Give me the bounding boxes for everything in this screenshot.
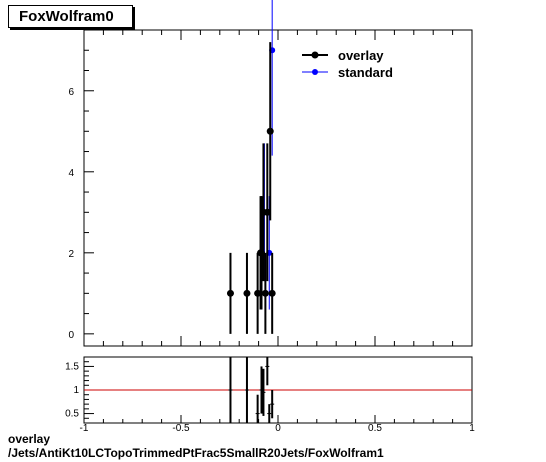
footer-line-1: overlay — [8, 432, 51, 446]
ratio-x-tick-label: -0.5 — [172, 423, 190, 434]
overlay-point — [226, 289, 234, 297]
ratio-axes: 0.5 1 1.5 -1 -0.5 0 0.5 1 — [65, 361, 475, 434]
ratio-x-tick-label: -1 — [80, 423, 89, 434]
y-tick-label: 0 — [68, 330, 74, 341]
overlay-point — [243, 289, 251, 297]
ratio-marks — [228, 357, 275, 423]
overlay-point — [254, 289, 262, 297]
ratio-y-tick-label: 0.5 — [65, 409, 79, 420]
ratio-x-tick-label: 0 — [275, 423, 281, 434]
overlay-point — [266, 127, 274, 135]
y-tick-label: 2 — [68, 249, 74, 260]
footer-line-2: /Jets/AntiKt10LCTopoTrimmedPtFrac5SmallR… — [8, 446, 384, 460]
plot-title-box: FoxWolfram0 — [8, 5, 133, 28]
legend-standard-marker — [312, 69, 318, 75]
ratio-y-tick-label: 1.5 — [65, 361, 79, 372]
overlay-point — [268, 289, 276, 297]
main-axes: 0 2 4 6 — [68, 30, 473, 346]
plot-title: FoxWolfram0 — [19, 8, 114, 25]
legend-overlay-marker — [311, 51, 319, 59]
y-tick-label: 4 — [68, 168, 74, 179]
overlay-point — [261, 289, 269, 297]
y-tick-label: 6 — [68, 87, 74, 98]
ratio-x-tick-label: 0.5 — [368, 423, 382, 434]
main-marks — [226, 0, 276, 334]
legend: overlay standard — [302, 48, 393, 80]
ratio-y-tick-label: 1 — [73, 385, 79, 396]
overlay-point — [263, 208, 271, 216]
legend-standard-label: standard — [338, 65, 393, 80]
main-plot-frame — [83, 29, 473, 347]
legend-overlay-label: overlay — [338, 48, 384, 63]
ratio-x-tick-label: 1 — [469, 423, 475, 434]
